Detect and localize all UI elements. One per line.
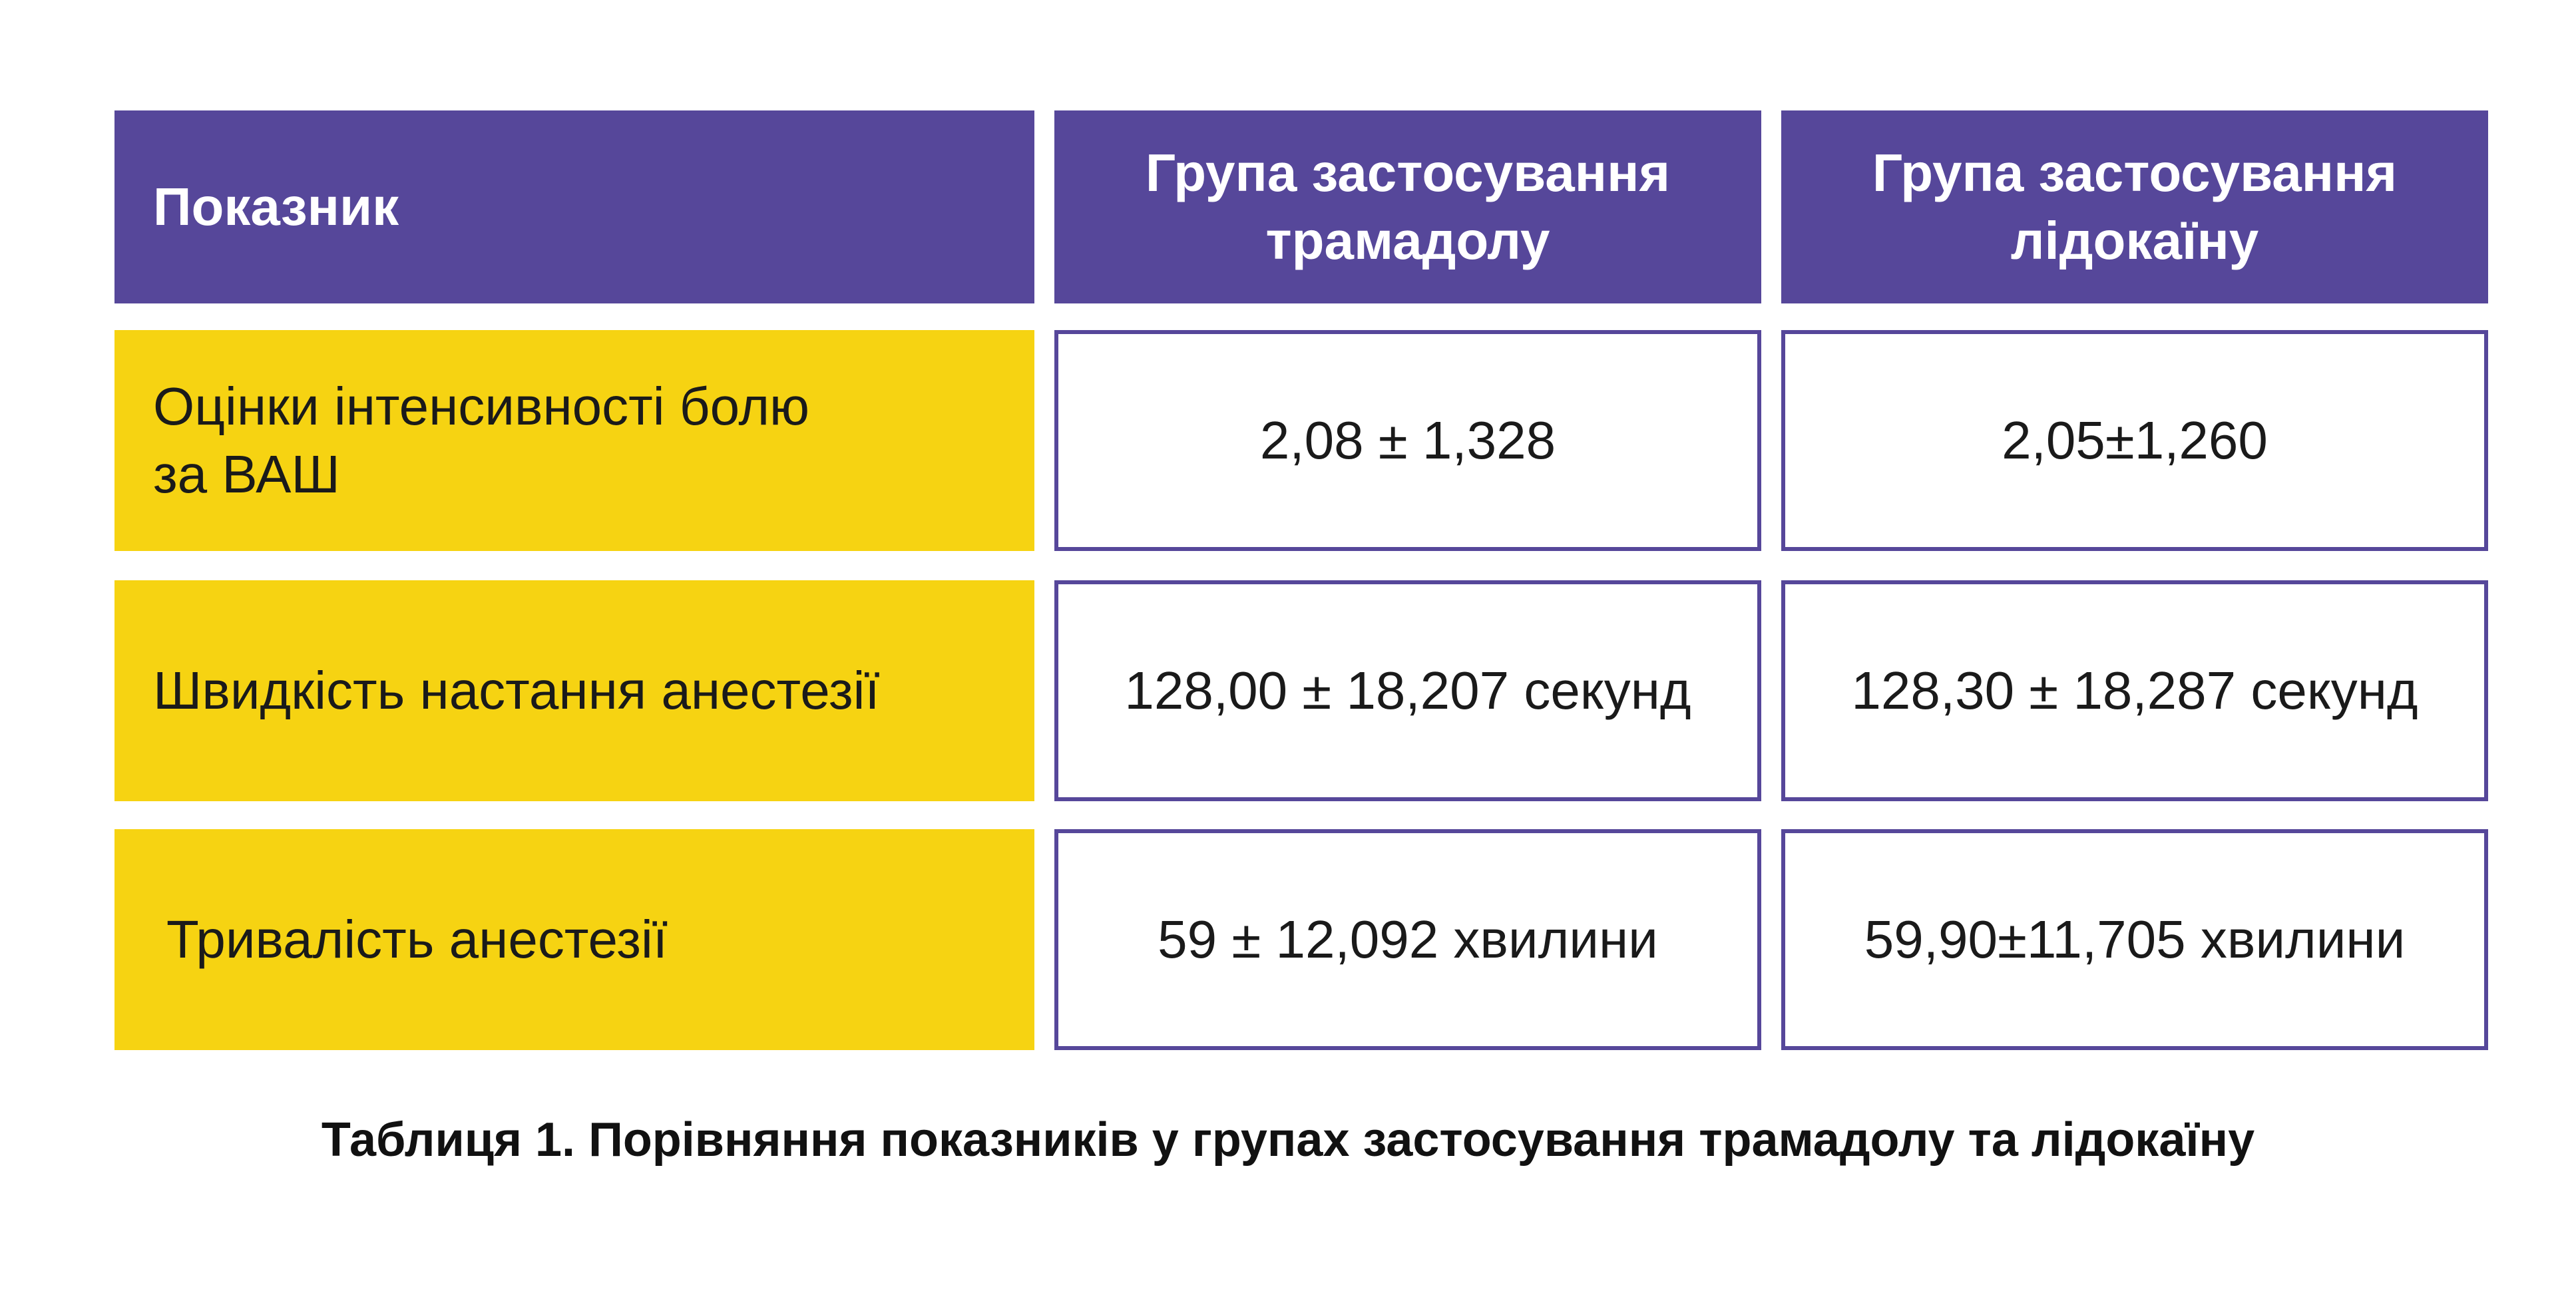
- header-tramadol-line2: трамадолу: [1265, 211, 1550, 270]
- cell-tramadol-duration: 59 ± 12,092 хвилини: [1054, 829, 1761, 1050]
- cell-tramadol-onset-speed-value: 128,00 ± 18,207 секунд: [1124, 661, 1691, 720]
- cell-tramadol-onset-speed: 128,00 ± 18,207 секунд: [1054, 580, 1761, 801]
- table-caption: Таблиця 1. Порівняння показників у група…: [321, 1113, 2255, 1167]
- row-label-duration-text: Тривалість анестезії: [166, 910, 668, 969]
- row-label-pain-score-line2: за ВАШ: [153, 445, 340, 504]
- header-lidocaine-group: Група застосування лідокаїну: [1781, 110, 2488, 303]
- row-label-onset-speed: Швидкість настання анестезії: [114, 580, 1034, 801]
- header-tramadol-line1: Група застосування: [1145, 143, 1671, 202]
- header-tramadol-text: Група застосування трамадолу: [1146, 139, 1670, 275]
- header-lidocaine-line2: лідокаїну: [2010, 211, 2259, 270]
- row-label-duration: Тривалість анестезії: [114, 829, 1034, 1050]
- header-tramadol-group: Група застосування трамадолу: [1054, 110, 1761, 303]
- row-label-pain-score-text: Оцінки інтенсивності болю за ВАШ: [153, 373, 809, 508]
- cell-lidocaine-duration: 59,90±11,705 хвилини: [1781, 829, 2488, 1050]
- cell-lidocaine-duration-value: 59,90±11,705 хвилини: [1864, 910, 2406, 969]
- cell-lidocaine-onset-speed-value: 128,30 ± 18,287 секунд: [1851, 661, 2418, 720]
- cell-tramadol-pain-score-value: 2,08 ± 1,328: [1259, 411, 1556, 470]
- header-lidocaine-text: Група застосування лідокаїну: [1872, 139, 2397, 275]
- row-label-pain-score-line1: Оцінки інтенсивності болю: [153, 377, 810, 436]
- row-label-onset-speed-text: Швидкість настання анестезії: [153, 661, 880, 720]
- header-lidocaine-line1: Група застосування: [1872, 143, 2398, 202]
- cell-lidocaine-pain-score: 2,05±1,260: [1781, 330, 2488, 551]
- header-indicator-label: Показник: [153, 177, 399, 236]
- header-indicator: Показник: [114, 110, 1034, 303]
- row-label-pain-score: Оцінки інтенсивності болю за ВАШ: [114, 330, 1034, 551]
- cell-lidocaine-pain-score-value: 2,05±1,260: [2002, 411, 2268, 470]
- cell-tramadol-pain-score: 2,08 ± 1,328: [1054, 330, 1761, 551]
- cell-tramadol-duration-value: 59 ± 12,092 хвилини: [1158, 910, 1658, 969]
- cell-lidocaine-onset-speed: 128,30 ± 18,287 секунд: [1781, 580, 2488, 801]
